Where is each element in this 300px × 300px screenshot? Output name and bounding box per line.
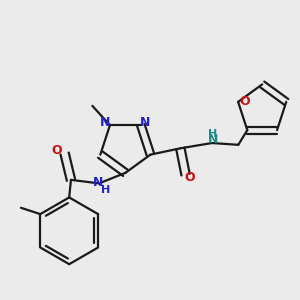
Text: N: N [140,116,151,129]
Text: N: N [100,116,110,129]
Text: N: N [93,176,103,189]
Text: O: O [239,94,250,108]
Text: O: O [184,171,195,184]
Text: O: O [52,143,62,157]
Text: H: H [101,185,111,195]
Text: N: N [208,133,218,146]
Text: H: H [208,129,217,139]
